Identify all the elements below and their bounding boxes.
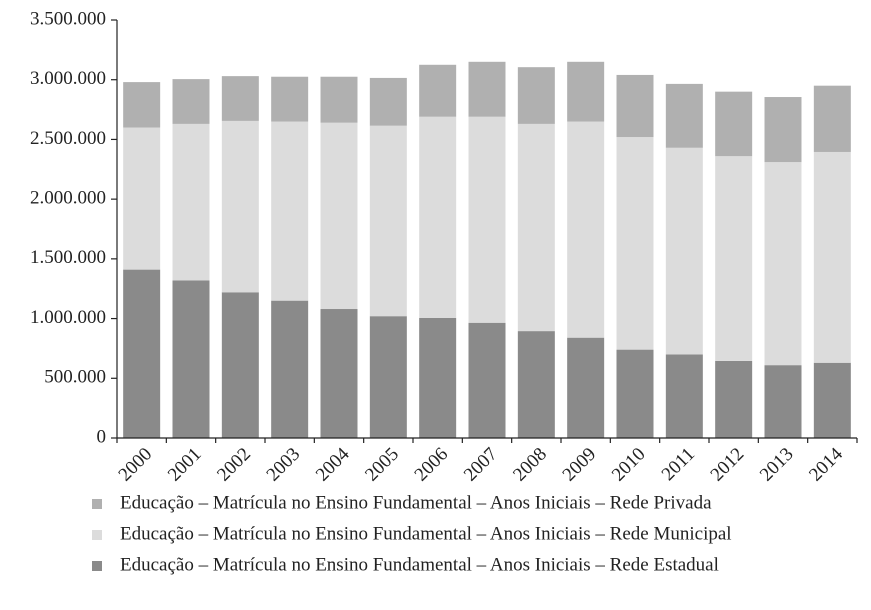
bar-segment — [172, 123, 210, 281]
x-tick-label: 2000 — [115, 444, 157, 486]
y-tick-label: 1.500.000 — [30, 247, 106, 268]
bar-segment — [320, 122, 358, 310]
bar-segment — [271, 121, 309, 301]
bar-segment — [369, 316, 407, 438]
bar-segment — [221, 76, 259, 121]
x-tick-label: 2010 — [608, 444, 650, 486]
y-tick-label: 1.000.000 — [30, 307, 106, 328]
bar-segment — [221, 292, 259, 438]
bar-segment — [715, 156, 753, 361]
bar-segment — [320, 309, 358, 438]
y-tick-label: 0 — [97, 426, 107, 447]
x-tick-label: 2005 — [361, 444, 403, 486]
bar-segment — [419, 64, 457, 117]
bar-segment — [567, 337, 605, 438]
x-tick-label: 2009 — [559, 444, 601, 486]
bar-segment — [172, 280, 210, 438]
x-tick-label: 2013 — [756, 444, 798, 486]
x-tick-label: 2004 — [312, 443, 354, 485]
bar-segment — [172, 79, 210, 124]
bar-segment — [123, 127, 161, 270]
x-tick-label: 2007 — [460, 444, 502, 486]
bar-segment — [271, 76, 309, 122]
legend-label: Educação – Matrícula no Ensino Fundament… — [120, 523, 732, 544]
y-tick-label: 500.000 — [44, 367, 106, 388]
bar-segment — [468, 61, 506, 117]
bar-segment — [813, 85, 851, 152]
bar-segment — [813, 362, 851, 438]
bar-segment — [369, 125, 407, 317]
bar-segment — [221, 120, 259, 293]
bar-segment — [271, 300, 309, 438]
y-tick-label: 2.000.000 — [30, 188, 106, 209]
bar-segment — [567, 121, 605, 338]
bar-segment — [616, 74, 654, 138]
x-tick-label: 2014 — [805, 443, 847, 485]
legend-swatch — [92, 530, 102, 540]
x-tick-label: 2006 — [411, 444, 453, 486]
y-tick-label: 2.500.000 — [30, 128, 106, 149]
bar-segment — [123, 269, 161, 438]
bar-segment — [813, 151, 851, 363]
bar-segment — [665, 147, 703, 355]
bar-segment — [419, 116, 457, 318]
bar-segment — [665, 83, 703, 148]
bar-segment — [419, 317, 457, 438]
bar-segment — [369, 77, 407, 126]
bar-segment — [715, 360, 753, 438]
bar-segment — [468, 322, 506, 438]
bar-segment — [665, 354, 703, 438]
bar-segment — [764, 365, 802, 438]
bar-segment — [764, 162, 802, 366]
y-tick-label: 3.000.000 — [30, 68, 106, 89]
x-tick-label: 2003 — [263, 444, 305, 486]
legend-label: Educação – Matrícula no Ensino Fundament… — [120, 492, 712, 513]
x-tick-label: 2011 — [658, 444, 699, 485]
bar-segment — [517, 67, 555, 124]
bar-segment — [517, 123, 555, 332]
bar-segment — [567, 61, 605, 122]
legend-label: Educação – Matrícula no Ensino Fundament… — [120, 554, 719, 575]
bar-segment — [123, 82, 161, 128]
legend-swatch — [92, 499, 102, 509]
x-tick-label: 2001 — [164, 444, 206, 486]
bar-segment — [616, 349, 654, 438]
bar-segment — [468, 116, 506, 323]
legend-swatch — [92, 561, 102, 571]
y-tick-label: 3.500.000 — [30, 8, 106, 29]
bar-segment — [320, 76, 358, 123]
x-tick-label: 2008 — [509, 444, 551, 486]
x-tick-label: 2012 — [707, 444, 749, 486]
bar-segment — [616, 137, 654, 350]
bar-segment — [517, 331, 555, 438]
bar-segment — [764, 97, 802, 163]
x-tick-label: 2002 — [213, 444, 255, 486]
bar-segment — [715, 91, 753, 157]
